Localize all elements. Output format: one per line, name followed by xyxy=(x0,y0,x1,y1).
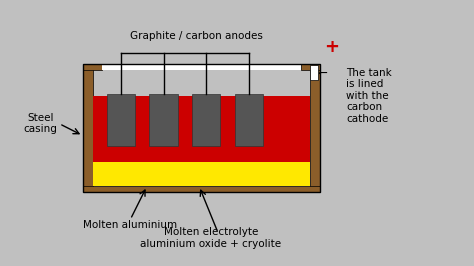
Bar xyxy=(102,64,301,70)
Bar xyxy=(33,5,441,247)
Bar xyxy=(83,64,320,192)
Bar xyxy=(107,94,135,146)
Text: The tank
is lined
with the
carbon
cathode: The tank is lined with the carbon cathod… xyxy=(346,68,392,124)
Text: Graphite / carbon anodes: Graphite / carbon anodes xyxy=(130,31,263,41)
Text: −: − xyxy=(318,67,328,80)
Bar xyxy=(301,64,320,70)
Bar xyxy=(28,3,446,250)
Bar xyxy=(192,94,220,146)
Bar xyxy=(83,64,93,192)
Bar xyxy=(83,186,320,192)
Bar xyxy=(93,96,310,162)
Bar xyxy=(235,94,263,146)
Bar xyxy=(93,162,310,186)
Text: +: + xyxy=(324,38,339,56)
Bar xyxy=(310,65,318,80)
Bar xyxy=(149,94,178,146)
Text: Steel
casing: Steel casing xyxy=(23,113,57,135)
Text: Molten aluminium: Molten aluminium xyxy=(83,220,177,230)
Bar xyxy=(310,64,320,192)
Bar xyxy=(83,64,102,70)
Text: Molten electrolyte
aluminium oxide + cryolite: Molten electrolyte aluminium oxide + cry… xyxy=(140,227,282,249)
